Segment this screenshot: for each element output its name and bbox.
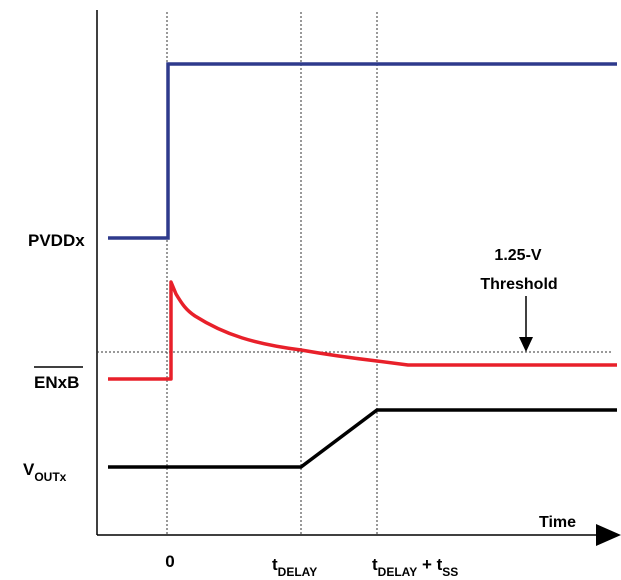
tick-delay-ss-sub2: SS bbox=[442, 565, 458, 579]
tick-delay-sub: DELAY bbox=[278, 565, 318, 579]
tick-zero-label: 0 bbox=[165, 552, 174, 571]
vout-waveform bbox=[108, 408, 617, 469]
pvdd-label: PVDDx bbox=[28, 231, 85, 250]
tick-delay-ss-sub1: DELAY bbox=[378, 565, 418, 579]
tick-delay-ss-label: tDELAY + tSS bbox=[372, 555, 458, 579]
pvdd-waveform bbox=[108, 62, 617, 240]
en-waveform bbox=[108, 280, 617, 381]
en-label-group: ENxB bbox=[34, 366, 83, 392]
threshold-text-line1: 1.25-V bbox=[494, 247, 541, 264]
tick-delay-main: t bbox=[272, 555, 278, 574]
vout-label: VOUTx bbox=[23, 460, 67, 484]
time-axis-label: Time bbox=[539, 514, 576, 531]
threshold-text-line2: Threshold bbox=[480, 276, 557, 293]
threshold-arrowhead bbox=[519, 337, 533, 352]
tick-delay-label: tDELAY bbox=[272, 555, 317, 579]
x-axis-arrowhead bbox=[596, 524, 621, 546]
vout-label-main: V bbox=[23, 460, 35, 479]
tick-delay-ss-main1: t bbox=[372, 555, 378, 574]
tick-delay-ss-plus: + t bbox=[417, 555, 442, 574]
vout-label-sub: OUTx bbox=[34, 470, 66, 484]
en-label: ENxB bbox=[34, 373, 79, 392]
